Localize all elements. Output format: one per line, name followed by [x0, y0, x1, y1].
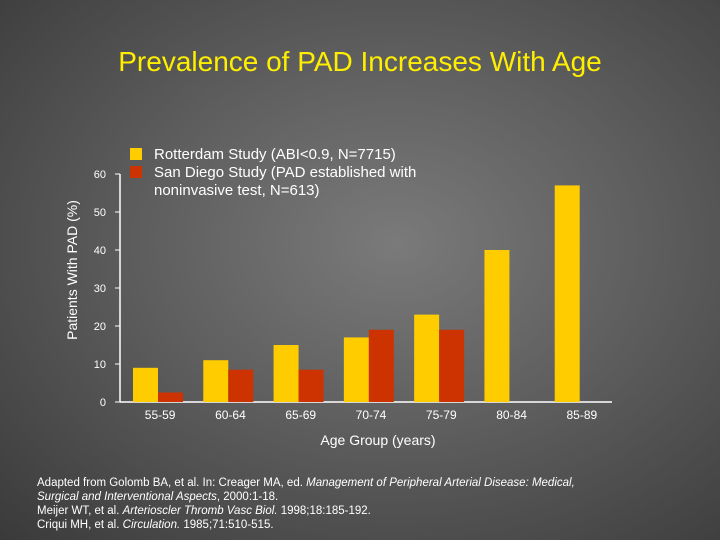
- chart-bars: [133, 185, 580, 402]
- y-tick-label: 30: [94, 283, 106, 295]
- x-tick-label: 60-64: [215, 408, 246, 422]
- bar-series2: [368, 329, 394, 402]
- y-tick-label: 0: [100, 397, 106, 409]
- bar-series1: [273, 345, 299, 402]
- bar-series1: [414, 314, 440, 402]
- bar-series1: [484, 250, 510, 402]
- bar-series1: [343, 337, 369, 402]
- bar-series2: [298, 369, 324, 402]
- x-axis-label: Age Group (years): [320, 432, 435, 448]
- citation-line-4: Criqui MH, et al. Circulation. 1985;71:5…: [37, 519, 274, 531]
- legend-item-san-diego: San Diego Study (PAD established with no…: [130, 164, 464, 200]
- y-tick-label: 60: [94, 169, 106, 181]
- bar-series2: [228, 369, 254, 402]
- bar-series2: [439, 329, 465, 402]
- x-tick-label: 85-89: [567, 408, 598, 422]
- legend-label-series2: San Diego Study (PAD established with no…: [154, 164, 417, 199]
- legend-label-series1: Rotterdam Study (ABI<0.9, N=7715): [154, 146, 396, 163]
- y-tick-label: 10: [94, 359, 106, 371]
- x-tick-label: 55-59: [145, 408, 176, 422]
- x-tick-label: 75-79: [426, 408, 457, 422]
- y-tick-label: 50: [94, 207, 106, 219]
- citation-line-1: Adapted from Golomb BA, et al. In: Creag…: [37, 477, 575, 489]
- y-axis-label: Patients With PAD (%): [64, 200, 80, 340]
- chart-legend: Rotterdam Study (ABI<0.9, N=7715) San Di…: [130, 146, 464, 200]
- slide-title: Prevalence of PAD Increases With Age: [118, 46, 602, 77]
- x-tick-label: 70-74: [356, 408, 387, 422]
- x-tick-label: 65-69: [285, 408, 316, 422]
- bar-series2: [158, 392, 183, 402]
- x-tick-label: 80-84: [496, 408, 527, 422]
- bar-series1: [203, 360, 229, 402]
- legend-item-rotterdam: Rotterdam Study (ABI<0.9, N=7715): [130, 146, 464, 164]
- bar-series1: [133, 367, 158, 402]
- y-tick-label: 40: [94, 245, 106, 257]
- legend-swatch-series2: [130, 166, 142, 178]
- y-tick-label: 20: [94, 321, 106, 333]
- source-citation: Adapted from Golomb BA, et al. In: Creag…: [37, 476, 575, 532]
- citation-line-3: Meijer WT, et al. Arterioscler Thromb Va…: [37, 505, 371, 517]
- bar-series1: [554, 185, 580, 402]
- legend-swatch-series1: [130, 148, 142, 160]
- citation-line-2: Surgical and Interventional Aspects, 200…: [37, 491, 279, 503]
